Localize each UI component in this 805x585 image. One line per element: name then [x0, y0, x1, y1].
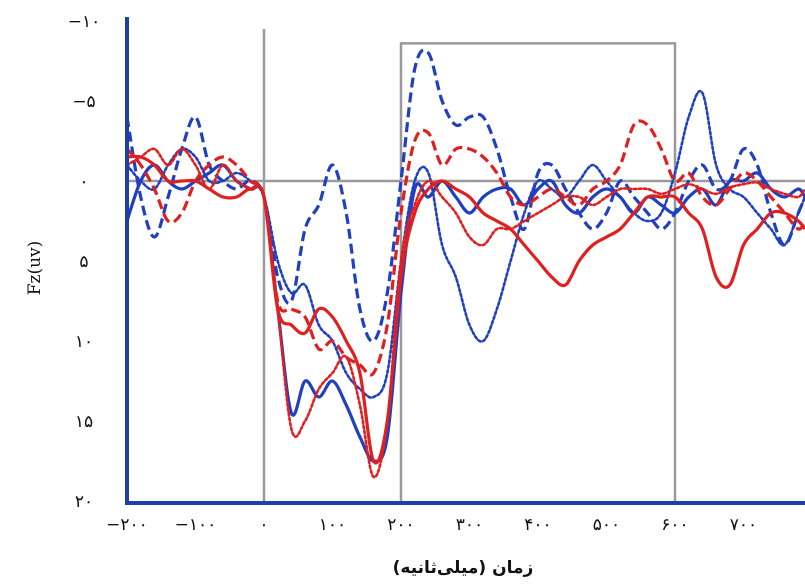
- x-tick-label: ۳۰۰: [456, 515, 483, 535]
- x-tick-labels: −۲۰۰ −۱۰۰ ۰ ۱۰۰ ۲۰۰ ۳۰۰ ۴۰۰ ۵۰۰ ۶۰۰ ۷۰۰: [106, 515, 757, 535]
- series-group: [125, 48, 805, 479]
- x-tick-label: ۰: [259, 515, 268, 535]
- x-tick-label: ۵۰۰: [593, 515, 620, 535]
- x-tick-label: −۲۰۰: [106, 515, 148, 535]
- x-tick-label: −۱۰۰: [175, 515, 217, 535]
- y-tick-labels: −۱۰ −۵ ۰ ۵ ۱۰ ۱۵ ۲۰: [68, 12, 101, 512]
- y-tick-label: ۰: [79, 172, 88, 192]
- series-line-4: [125, 119, 805, 377]
- x-tick-label: ۶۰۰: [661, 515, 688, 535]
- series-line-6: [126, 154, 805, 465]
- series-line-1: [125, 48, 805, 343]
- analysis-window-box: [399, 42, 677, 501]
- series-line-5: [125, 147, 805, 479]
- x-axis-label: زمان (میلی‌ثانیه): [393, 558, 534, 578]
- y-tick-label: ۵: [79, 252, 88, 272]
- reference-lines: [127, 29, 805, 501]
- y-tick-label: ۲۰: [75, 492, 93, 512]
- y-tick-label: ۱۵: [75, 412, 93, 432]
- y-tick-label: −۱۰: [68, 12, 101, 32]
- x-tick-label: ۴۰۰: [524, 515, 551, 535]
- y-tick-label: −۵: [72, 92, 95, 112]
- series-line-2: [125, 89, 805, 399]
- y-axis-label: Fz(uv): [25, 241, 45, 296]
- axes: [125, 17, 805, 505]
- x-tick-label: ۷۰۰: [730, 515, 757, 535]
- y-tick-label: ۱۰: [75, 332, 93, 352]
- analysis-window: [399, 42, 677, 501]
- x-tick-label: ۲۰۰: [387, 515, 414, 535]
- x-tick-label: ۱۰۰: [319, 515, 346, 535]
